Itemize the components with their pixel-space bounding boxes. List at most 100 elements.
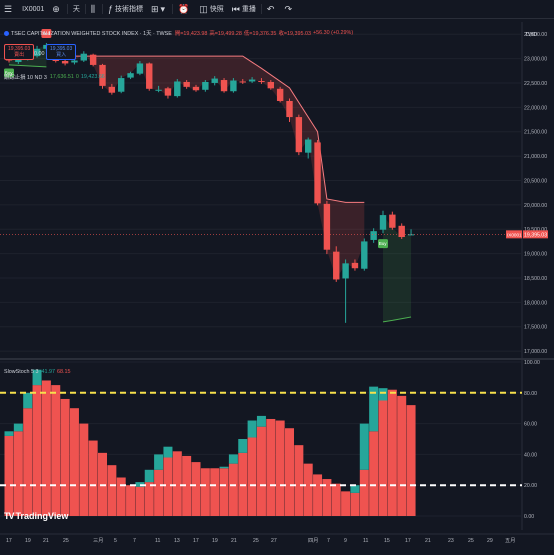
candles-icon: ⫼ [90,3,95,14]
buy-stop-line [8,64,47,68]
stoch-d-bar [51,385,61,516]
stoch-d-bar [350,492,360,516]
bar-style-button[interactable]: ⫼ [87,0,101,18]
stoch-k-bar [4,431,14,436]
indicator-legend: 跟踪止損 10 ND 3 17,636.51 0 19,423.66 [4,73,105,81]
time-tick-label: 25 [253,538,259,544]
high-value: 高=19,499.28 [209,31,242,37]
candle-body [351,262,359,269]
stoch-k-bar [154,454,164,470]
symbol-selector[interactable]: IX0001 [18,0,48,18]
time-tick-label: 21 [43,538,49,544]
tradingview-logo[interactable]: TV TradingView [4,511,68,521]
sell-signal-badge [41,28,52,38]
indicator-value-2: 0 [75,74,79,80]
stoch-k-bar [23,392,33,409]
buy-zone-fill [383,215,412,322]
price-tick-label: 22,500.00 [524,81,547,87]
replay-label: 重播 [241,6,256,13]
stoch-d-bar [303,463,313,516]
candle-body [211,78,218,83]
chart-canvas[interactable]: 23,500.00 23,000.00 22,500.00 22,000.00 21,5… [0,19,554,550]
indicators-button[interactable]: ƒ 技術指標 [104,0,147,18]
stoch-d-bar [126,485,136,516]
alert-button[interactable]: ⏰ [174,0,195,18]
stoch-d-bar [266,418,276,516]
top-toolbar: ☰ IX0001 ⊕ 天 ⫼ ƒ 技術指標 ⊞ ▾ ⏰ ◫ 快照 ⏮ 重播 ↶ ↷ [0,0,554,19]
buy-label: 買入 [56,52,67,58]
time-tick-label: 17 [405,538,411,544]
menu-button[interactable]: ☰ [0,0,18,18]
time-tick-label: 29 [487,538,493,544]
time-tick-label: 5 [114,538,117,544]
snapshot-button[interactable]: ◫ 快照 [195,0,228,18]
candle-body [71,60,78,63]
stoch-d-bar [182,455,192,516]
time-tick-label: 三月 [93,537,103,544]
divider [66,4,68,14]
trailing-stop-line [65,55,365,203]
stoch-d-bar [331,483,341,516]
candle-body [183,81,190,87]
stoch-k-value: 41.97 [41,369,55,375]
stoch-k-bar [13,423,23,432]
candle-body [323,203,331,250]
candle-body [342,263,349,279]
add-symbol-button[interactable]: ⊕ [48,0,66,18]
candle-body [61,61,69,64]
undo-icon: ↶ [266,3,275,14]
time-tick-label: 五月 [505,537,515,544]
open-value: 開=19,423.98 [174,31,208,37]
stoch-d-bar [387,389,397,516]
undo-button[interactable]: ↶ [263,0,281,18]
candle-body [258,80,265,82]
price-tick-label: 18,000.00 [524,300,547,306]
sell-price: 19,395.03 [8,46,31,52]
sell-signal-label: Sell [42,31,50,36]
stoch-d-bar [69,408,79,516]
stoch-tick-label: 40.00 [524,452,537,458]
candle-body [361,241,368,269]
candle-body [295,117,303,153]
redo-button[interactable]: ↷ [280,0,298,18]
buy-button[interactable]: 19,395.03 買入 [46,44,77,60]
stoch-d-bar [79,423,89,516]
stoch-k-bar [247,420,257,438]
candle-body [174,81,181,97]
layouts-button[interactable]: ⊞ ▾ [147,0,171,18]
replay-button[interactable]: ⏮ 重播 [228,0,260,18]
time-tick-label: 13 [174,538,180,544]
time-tick-label: 7 [327,538,330,544]
main-legend: TSEC CAPITALIZATION WEIGHTED STOCK INDEX… [4,29,353,37]
stoch-k-bar [359,423,369,470]
time-tick-label: 17 [6,538,12,544]
stoch-d-bar [135,486,145,516]
candle-body [230,80,237,92]
stoch-d-bar [163,457,173,516]
symbol-tag-text: IX0001 [507,232,522,237]
stoch-k-bar [163,446,173,458]
stoch-d-bar [13,431,23,516]
candle-body [127,73,134,78]
stoch-k-bar [256,415,266,427]
stoch-d-bar [32,385,42,516]
divider [260,4,262,14]
time-tick-label: 19 [212,538,218,544]
indicator-value-1: 17,636.51 [49,74,74,80]
sell-button[interactable]: 19,395.03 賣出 [4,44,35,60]
interval-selector[interactable]: 天 [69,0,84,18]
stoch-k-bar [144,469,154,483]
stoch-d-bar [23,408,33,516]
stoch-d-bar [228,463,238,516]
indicators-icon: ƒ [107,4,113,14]
divider [84,4,86,14]
stoch-d-value: 68.15 [56,369,71,375]
price-tick-label: 19,000.00 [524,252,547,258]
chart-area[interactable]: 23,500.00 23,000.00 22,500.00 22,000.00 21,5… [0,19,554,550]
time-tick-label: 21 [231,538,237,544]
stoch-d-bar [369,431,379,516]
stoch-k-bar [350,485,360,493]
stoch-d-bar [41,380,51,516]
price-tick-label: 23,500.00 [524,32,547,38]
currency-label[interactable]: TWD [525,32,537,38]
